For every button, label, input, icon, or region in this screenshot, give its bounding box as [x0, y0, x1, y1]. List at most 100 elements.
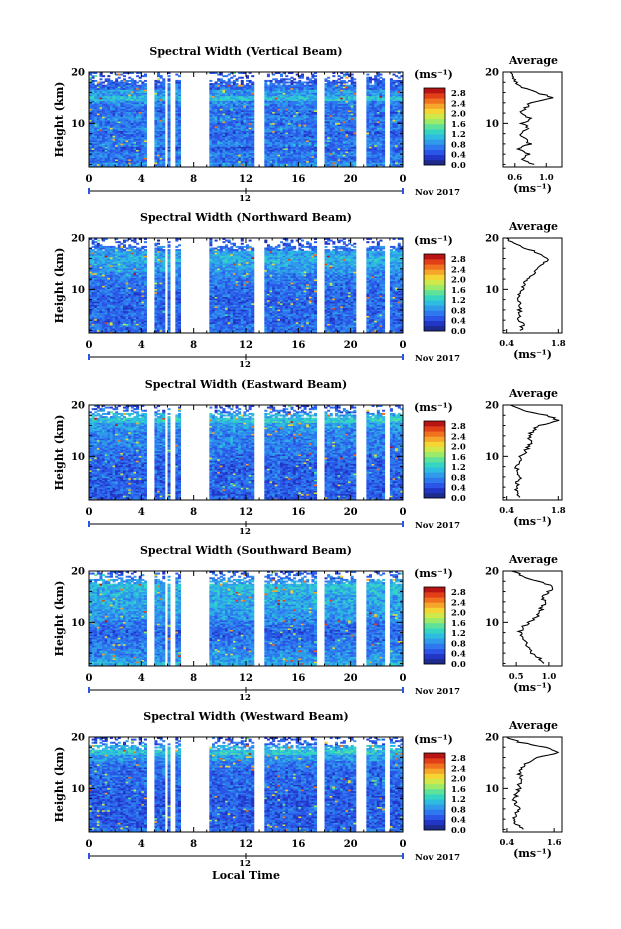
heatmap-cell	[89, 130, 93, 133]
heatmap-cell	[120, 91, 124, 93]
heatmap-cell	[227, 79, 231, 82]
heatmap-cell	[96, 113, 100, 116]
heatmap-cell	[94, 149, 98, 152]
heatmap-cell	[277, 122, 281, 125]
heatmap-cell	[107, 130, 111, 133]
heatmap-cell	[157, 100, 161, 103]
heatmap-cell	[266, 129, 270, 131]
heatmap-cell	[277, 114, 281, 117]
heatmap-cell	[285, 111, 289, 114]
heatmap-cell	[269, 100, 273, 103]
heatmap-cell	[290, 89, 294, 92]
heatmap-cell	[102, 138, 106, 141]
heatmap-cell	[246, 103, 250, 106]
heatmap-cell	[217, 83, 221, 86]
heatmap-cell	[324, 135, 328, 138]
heatmap-cell	[91, 106, 95, 109]
heatmap-cell	[175, 141, 179, 144]
heatmap-cell	[125, 138, 129, 141]
heatmap-cell	[246, 132, 250, 135]
heatmap-cell	[248, 141, 252, 144]
heatmap-cell	[214, 83, 218, 86]
heatmap-cell	[136, 95, 140, 98]
heatmap-cell	[285, 129, 289, 131]
heatmap-cell	[102, 141, 106, 144]
heatmap-cell	[136, 125, 140, 128]
heatmap-cell	[120, 146, 124, 149]
heatmap-cell	[274, 144, 278, 147]
heatmap-cell	[298, 83, 302, 86]
heatmap-cell	[115, 102, 119, 105]
heatmap-cell	[125, 110, 129, 112]
heatmap-cell	[102, 89, 106, 92]
heatmap-cell	[167, 163, 171, 166]
heatmap-cell	[240, 108, 244, 111]
heatmap-cell	[314, 105, 318, 108]
heatmap-cell	[264, 163, 268, 166]
heatmap-cell	[269, 91, 273, 93]
heatmap-cell	[136, 129, 140, 131]
heatmap-cell	[293, 87, 297, 90]
heatmap-cell	[324, 102, 328, 105]
heatmap-cell	[141, 113, 145, 116]
heatmap-cell	[327, 146, 331, 149]
heatmap-cell	[300, 95, 304, 98]
heatmap-cell	[264, 154, 268, 157]
heatmap-cell	[109, 103, 113, 106]
heatmap-cell	[235, 111, 239, 114]
heatmap-cell	[107, 122, 111, 125]
heatmap-cell	[225, 149, 229, 152]
heatmap-cell	[96, 154, 100, 157]
heatmap-cell	[280, 162, 284, 165]
heatmap-cell	[280, 86, 284, 89]
heatmap-cell	[243, 146, 247, 149]
heatmap-cell	[240, 110, 244, 112]
heatmap-cell	[162, 136, 166, 139]
heatmap-cell	[366, 76, 370, 79]
heatmap-cell	[99, 141, 103, 144]
heatmap-cell	[311, 155, 315, 158]
heatmap-cell	[130, 122, 134, 125]
heatmap-cell	[138, 149, 142, 152]
heatmap-cell	[225, 117, 229, 120]
heatmap-cell	[290, 76, 294, 79]
heatmap-cell	[162, 97, 166, 100]
heatmap-cell	[217, 100, 221, 103]
heatmap-cell	[96, 114, 100, 117]
heatmap-cell	[264, 143, 268, 146]
heatmap-cell	[136, 144, 140, 147]
heatmap-cell	[227, 92, 231, 95]
heatmap-cell	[240, 152, 244, 155]
heatmap-cell	[246, 130, 250, 133]
heatmap-cell	[272, 140, 276, 143]
heatmap-cell	[94, 89, 98, 92]
heatmap-cell	[211, 157, 215, 160]
heatmap-cell	[128, 135, 132, 138]
heatmap-cell	[109, 146, 113, 149]
heatmap-cell	[327, 100, 331, 103]
heatmap-cell	[219, 102, 223, 105]
heatmap-cell	[243, 129, 247, 131]
heatmap-cell	[177, 157, 181, 160]
heatmap-cell	[96, 140, 100, 143]
heatmap-cell	[133, 98, 137, 101]
heatmap-cell	[303, 108, 307, 111]
heatmap-cell	[266, 144, 270, 147]
heatmap-cell	[102, 91, 106, 93]
heatmap-cell	[120, 105, 124, 108]
heatmap-cell	[94, 144, 98, 147]
heatmap-cell	[141, 103, 145, 106]
heatmap-cell	[217, 110, 221, 112]
heatmap-cell	[99, 89, 103, 92]
heatmap-cell	[136, 132, 140, 135]
heatmap-cell	[162, 133, 166, 136]
heatmap-cell	[138, 114, 142, 117]
heatmap-cell	[295, 165, 299, 168]
heatmap-cell	[277, 119, 281, 122]
heatmap-cell	[274, 132, 278, 135]
heatmap-cell	[311, 157, 315, 160]
heatmap-cell	[123, 79, 127, 82]
heatmap-cell	[230, 162, 234, 165]
heatmap-cell	[232, 125, 236, 128]
heatmap-cell	[251, 140, 255, 143]
